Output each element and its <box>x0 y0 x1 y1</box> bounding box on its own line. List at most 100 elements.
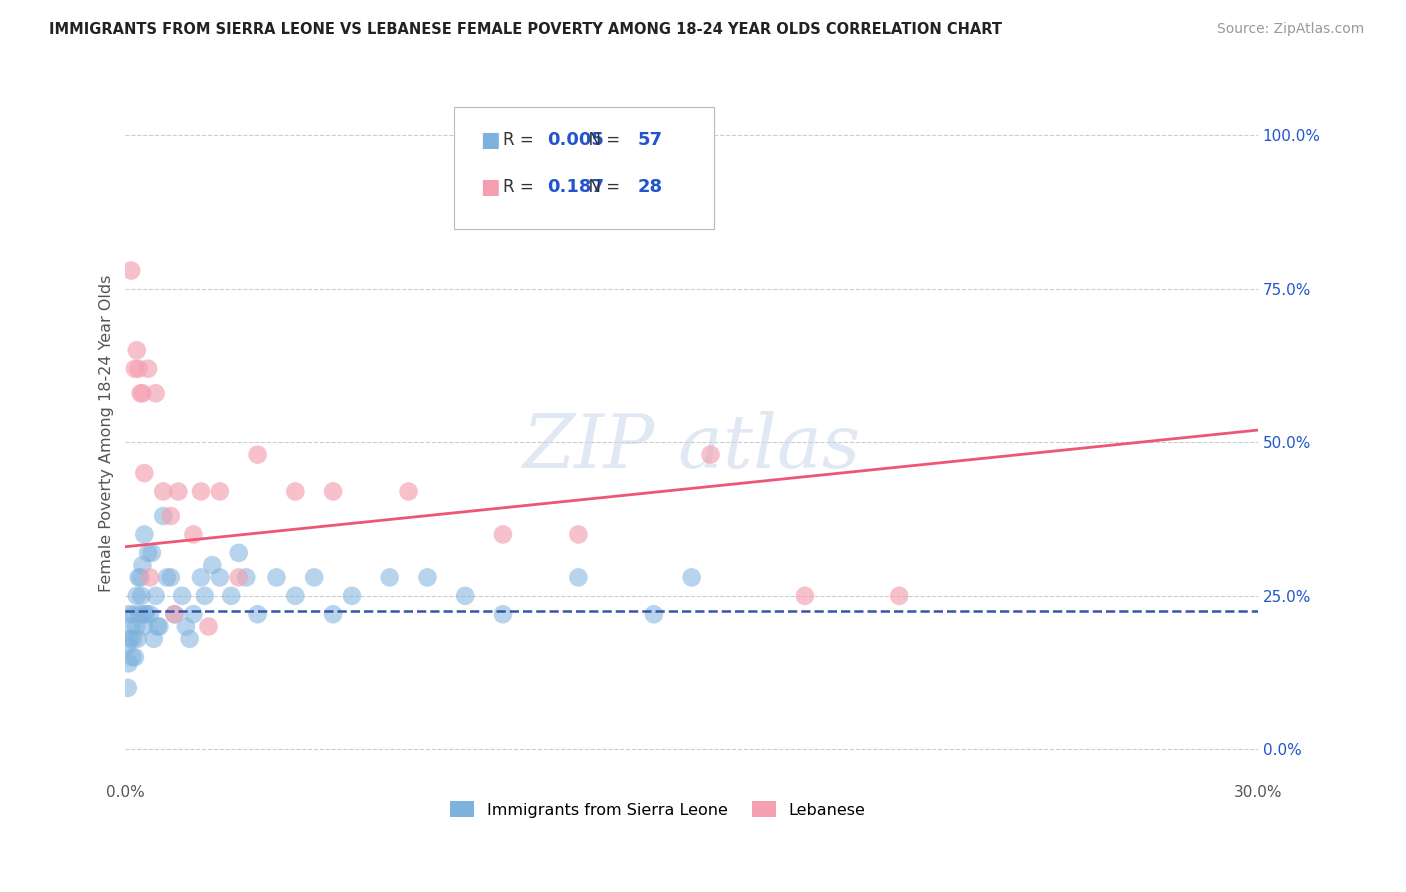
Point <box>118 607 141 622</box>
Point <box>146 619 169 633</box>
Point <box>128 570 150 584</box>
Point <box>134 527 156 541</box>
Point <box>125 589 148 603</box>
Point <box>416 570 439 584</box>
Point <box>117 681 139 695</box>
Point <box>134 466 156 480</box>
Point <box>398 484 420 499</box>
Point <box>183 527 205 541</box>
Point <box>492 527 515 541</box>
Point <box>793 589 815 603</box>
Point <box>136 546 159 560</box>
Point <box>163 607 186 622</box>
Point <box>179 632 201 646</box>
Point <box>129 386 152 401</box>
Point <box>699 448 721 462</box>
Point <box>219 589 242 603</box>
Point <box>302 570 325 584</box>
Point <box>120 619 142 633</box>
Point <box>643 607 665 622</box>
Text: N =: N = <box>578 178 626 196</box>
Point <box>322 607 344 622</box>
Point <box>141 546 163 560</box>
Y-axis label: Female Poverty Among 18-24 Year Olds: Female Poverty Among 18-24 Year Olds <box>100 275 114 592</box>
Point <box>128 361 150 376</box>
Text: R =: R = <box>502 178 538 196</box>
Point <box>194 589 217 603</box>
Text: 0.005: 0.005 <box>547 131 603 150</box>
Point <box>129 570 152 584</box>
Point <box>567 570 589 584</box>
Point <box>120 263 142 277</box>
Point <box>208 484 231 499</box>
Legend: Immigrants from Sierra Leone, Lebanese: Immigrants from Sierra Leone, Lebanese <box>444 795 872 824</box>
Point <box>167 484 190 499</box>
Point <box>235 570 257 584</box>
Text: Source: ZipAtlas.com: Source: ZipAtlas.com <box>1216 22 1364 37</box>
Point <box>145 386 167 401</box>
Point <box>118 632 141 646</box>
Point <box>284 484 307 499</box>
Point <box>172 589 194 603</box>
Point <box>121 650 143 665</box>
Text: 28: 28 <box>637 178 662 196</box>
Point <box>322 484 344 499</box>
Point <box>124 361 146 376</box>
Point <box>142 632 165 646</box>
Point <box>122 607 145 622</box>
Point <box>135 607 157 622</box>
Point <box>246 448 269 462</box>
Point <box>159 570 181 584</box>
Text: N =: N = <box>578 131 626 150</box>
Point <box>174 619 197 633</box>
Point <box>163 607 186 622</box>
Text: 57: 57 <box>637 131 662 150</box>
Point <box>136 361 159 376</box>
Point <box>125 619 148 633</box>
Point <box>131 558 153 573</box>
Point <box>378 570 401 584</box>
Point <box>132 619 155 633</box>
Point <box>228 546 250 560</box>
Point <box>131 386 153 401</box>
Point <box>159 508 181 523</box>
Text: ZIP atlas: ZIP atlas <box>523 411 860 483</box>
Point <box>340 589 363 603</box>
Point <box>128 607 150 622</box>
Point <box>134 607 156 622</box>
Point <box>127 632 149 646</box>
Point <box>246 607 269 622</box>
Point <box>454 589 477 603</box>
Point <box>681 570 703 584</box>
Point <box>183 607 205 622</box>
Point <box>145 589 167 603</box>
Point <box>139 607 162 622</box>
Point <box>190 570 212 584</box>
Text: ■: ■ <box>479 130 499 151</box>
Point <box>125 343 148 358</box>
Point <box>197 619 219 633</box>
Point <box>889 589 911 603</box>
Point <box>208 570 231 584</box>
Text: 0.187: 0.187 <box>547 178 603 196</box>
Point <box>117 638 139 652</box>
Point <box>117 657 139 671</box>
Point <box>228 570 250 584</box>
Text: R =: R = <box>502 131 538 150</box>
Point <box>152 484 174 499</box>
Point <box>201 558 224 573</box>
FancyBboxPatch shape <box>454 107 714 228</box>
Point <box>131 589 153 603</box>
Point <box>284 589 307 603</box>
Point <box>567 527 589 541</box>
Text: ■: ■ <box>479 177 499 197</box>
Point <box>139 570 162 584</box>
Point <box>152 508 174 523</box>
Point <box>190 484 212 499</box>
Point <box>122 632 145 646</box>
Point <box>266 570 288 584</box>
Text: IMMIGRANTS FROM SIERRA LEONE VS LEBANESE FEMALE POVERTY AMONG 18-24 YEAR OLDS CO: IMMIGRANTS FROM SIERRA LEONE VS LEBANESE… <box>49 22 1002 37</box>
Point <box>124 650 146 665</box>
Point <box>156 570 179 584</box>
Point <box>492 607 515 622</box>
